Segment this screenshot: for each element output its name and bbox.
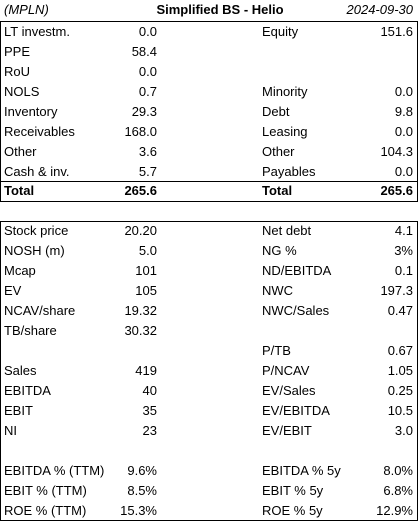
left-label: LT investm. — [4, 24, 70, 39]
left-value: 0.0 — [138, 64, 157, 79]
right-value: 10.5 — [387, 403, 413, 418]
left-value: 419 — [135, 363, 157, 378]
left-value: 35 — [142, 403, 157, 418]
right-value: 197.3 — [380, 283, 413, 298]
right-label: ROE % 5y — [262, 503, 323, 518]
left-value: 9.6% — [127, 463, 157, 478]
left-value: 23 — [142, 423, 157, 438]
left-label: EV — [4, 283, 22, 298]
left-value: 265.6 — [124, 183, 157, 198]
right-value: 0.0 — [394, 124, 413, 139]
right-value: 0.1 — [394, 263, 413, 278]
left-value: 105 — [135, 283, 157, 298]
left-label: Other — [4, 144, 37, 159]
right-label: EV/EBITDA — [262, 403, 330, 418]
left-label: Stock price — [4, 223, 69, 238]
right-value: 6.8% — [383, 483, 413, 498]
left-label: Inventory — [4, 104, 58, 119]
left-label: RoU — [4, 64, 31, 79]
left-label: NI — [4, 423, 17, 438]
right-label: P/TB — [262, 343, 291, 358]
left-value: 5.0 — [138, 243, 157, 258]
ticker: (MPLN) — [4, 2, 49, 17]
right-label: Net debt — [262, 223, 312, 238]
left-label: EBIT % (TTM) — [4, 483, 87, 498]
right-label: EBITDA % 5y — [262, 463, 341, 478]
right-value: 0.0 — [394, 84, 413, 99]
right-label: EV/EBIT — [262, 423, 312, 438]
right-label: NWC — [262, 283, 294, 298]
left-value: 8.5% — [127, 483, 157, 498]
right-value: 4.1 — [394, 223, 413, 238]
title: Simplified BS - Helio — [156, 2, 284, 17]
right-value: 1.05 — [387, 363, 413, 378]
left-value: 40 — [142, 383, 157, 398]
right-label: Debt — [262, 104, 290, 119]
right-label: NWC/Sales — [262, 303, 330, 318]
right-value: 265.6 — [380, 183, 413, 198]
right-value: 0.25 — [387, 383, 413, 398]
left-label: EBIT — [4, 403, 33, 418]
left-value: 58.4 — [131, 44, 157, 59]
right-value: 3.0 — [394, 423, 413, 438]
left-value: 3.6 — [138, 144, 157, 159]
left-label: PPE — [4, 44, 31, 59]
right-value: 104.3 — [380, 144, 413, 159]
left-label: NCAV/share — [4, 303, 76, 318]
right-label: P/NCAV — [262, 363, 310, 378]
left-value: 30.32 — [124, 323, 157, 338]
left-label: ROE % (TTM) — [4, 503, 87, 518]
left-value: 168.0 — [124, 124, 157, 139]
right-label: ND/EBITDA — [262, 263, 332, 278]
right-value: 9.8 — [394, 104, 413, 119]
right-label: Leasing — [262, 124, 308, 139]
left-value: 15.3% — [120, 503, 157, 518]
left-label: NOLS — [4, 84, 40, 99]
left-label: EBITDA — [4, 383, 51, 398]
left-value: 0.0 — [138, 24, 157, 39]
right-label: Total — [262, 183, 293, 198]
right-label: Other — [262, 144, 295, 159]
left-label: EBITDA % (TTM) — [4, 463, 105, 478]
right-label: Payables — [262, 164, 316, 179]
left-label: TB/share — [4, 323, 57, 338]
right-label: Minority — [262, 84, 308, 99]
left-label: Mcap — [4, 263, 36, 278]
left-label: Receivables — [4, 124, 75, 139]
right-label: EV/Sales — [262, 383, 316, 398]
right-value: 12.9% — [376, 503, 413, 518]
right-label: NG % — [262, 243, 297, 258]
right-label: EBIT % 5y — [262, 483, 324, 498]
right-value: 8.0% — [383, 463, 413, 478]
right-label: Equity — [262, 24, 299, 39]
right-value: 0.0 — [394, 164, 413, 179]
left-value: 5.7 — [138, 164, 157, 179]
left-label: Total — [4, 183, 35, 198]
left-label: NOSH (m) — [4, 243, 65, 258]
left-value: 20.20 — [124, 223, 157, 238]
date: 2024-09-30 — [346, 2, 414, 17]
left-label: Cash & inv. — [4, 164, 70, 179]
right-value: 0.47 — [387, 303, 413, 318]
right-value: 151.6 — [380, 24, 413, 39]
left-value: 29.3 — [131, 104, 157, 119]
right-value: 3% — [394, 243, 413, 258]
left-label: Sales — [4, 363, 37, 378]
left-value: 19.32 — [124, 303, 157, 318]
left-value: 0.7 — [138, 84, 157, 99]
total-separator — [1, 181, 417, 182]
right-value: 0.67 — [387, 343, 413, 358]
left-value: 101 — [135, 263, 157, 278]
